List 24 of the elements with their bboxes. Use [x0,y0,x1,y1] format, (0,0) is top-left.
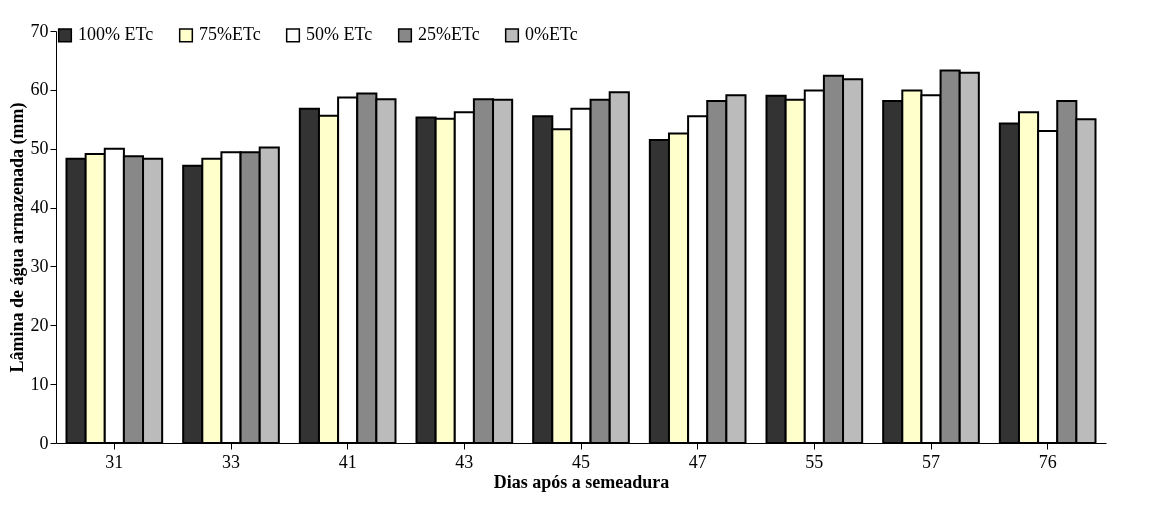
x-tick-label: 33 [222,451,240,472]
x-tick-label: 41 [338,451,357,472]
legend-label: 25%ETc [418,24,480,45]
x-tick-label: 55 [805,451,824,472]
legend-label: 75%ETc [199,24,261,45]
y-tick-label: 60 [30,79,49,100]
y-tick-label: 40 [30,197,49,218]
legend-label: 0%ETc [525,24,578,45]
y-tick-label: 70 [30,20,49,41]
x-tick-label: 57 [922,451,940,472]
x-tick-label: 76 [1038,451,1057,472]
y-tick-label: 30 [30,255,49,276]
x-tick-label: 47 [688,451,707,472]
x-tick-label: 45 [572,451,590,472]
y-axis-title: Lâmina de água armazenada (mm) [6,102,28,373]
y-tick-label: 0 [39,432,49,453]
legend-label: 100% ETc [78,24,154,45]
x-tick-label: 43 [455,451,474,472]
y-tick-label: 10 [30,373,49,394]
x-axis-title: Dias após a semeadura [493,471,670,492]
y-tick-label: 50 [30,138,49,159]
legend-label: 50% ETc [306,24,373,45]
y-tick-label: 20 [30,314,49,335]
x-tick-label: 31 [105,451,124,472]
